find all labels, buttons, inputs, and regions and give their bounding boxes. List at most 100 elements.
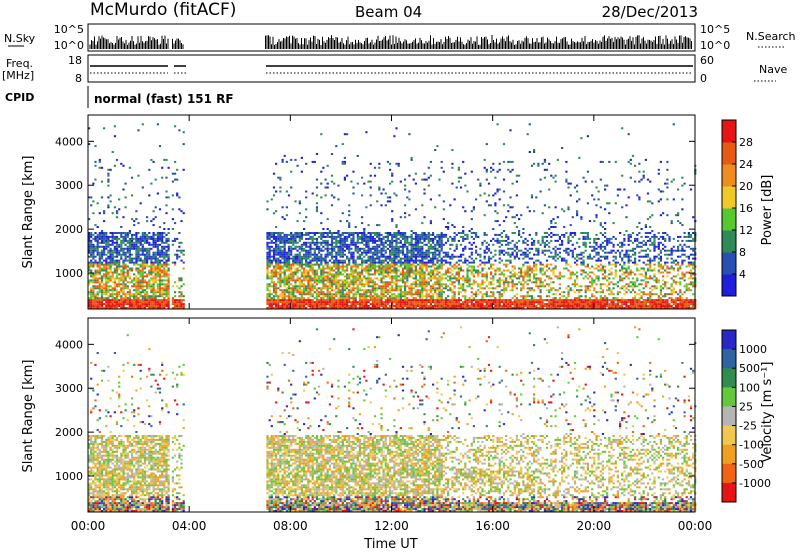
scatter-cell	[419, 285, 422, 288]
scatter-cell	[320, 182, 323, 185]
scatter-cell	[408, 303, 411, 306]
scatter-cell	[367, 269, 370, 272]
scatter-cell	[425, 178, 428, 181]
scatter-cell	[96, 307, 99, 309]
scatter-cell	[272, 297, 276, 300]
scatter-cell	[389, 299, 392, 302]
scatter-cell	[335, 251, 338, 254]
scatter-cell	[432, 247, 435, 250]
scatter-cell	[421, 281, 424, 284]
scatter-cell	[348, 281, 351, 284]
scatter-cell	[128, 257, 131, 260]
scatter-cell	[391, 265, 394, 268]
scatter-cell	[90, 233, 93, 236]
scatter-cell	[451, 243, 454, 246]
scatter-cell	[404, 283, 407, 286]
scatter-cell	[300, 255, 303, 258]
scatter-cell	[401, 291, 405, 294]
scatter-cell	[150, 257, 153, 260]
scatter-cell	[352, 241, 355, 244]
scatter-cell	[367, 257, 370, 260]
scatter-cell	[303, 243, 306, 246]
scatter-cell	[477, 275, 480, 278]
scatter-cell	[479, 307, 482, 309]
scatter-cell	[380, 261, 383, 264]
scatter-cell	[341, 247, 344, 250]
scatter-cell	[373, 285, 377, 288]
scatter-cell	[128, 245, 131, 248]
scatter-cell	[105, 245, 108, 248]
scatter-cell	[113, 135, 116, 138]
scatter-cell	[115, 241, 119, 244]
scatter-cell	[315, 239, 319, 242]
scatter-cell	[444, 283, 448, 286]
scatter-cell	[328, 287, 331, 290]
scatter-cell	[161, 271, 164, 274]
scatter-cell	[178, 208, 181, 211]
scatter-cell	[90, 303, 93, 306]
scatter-cell	[98, 291, 101, 294]
scatter-cell	[270, 293, 273, 296]
scatter-cell	[339, 253, 342, 256]
scatter-cell	[399, 285, 402, 288]
scatter-cell	[165, 265, 168, 268]
scatter-cell	[416, 243, 420, 246]
scatter-cell	[389, 241, 392, 244]
scatter-cell	[436, 257, 439, 260]
scatter-cell	[296, 303, 299, 306]
scatter-cell	[440, 243, 443, 246]
scatter-cell	[466, 305, 469, 307]
scatter-cell	[90, 297, 93, 300]
scatter-cell	[363, 239, 366, 242]
scatter-cell	[447, 301, 450, 304]
scatter-cell	[440, 249, 443, 252]
scatter-cell	[459, 253, 463, 256]
scatter-cell	[339, 285, 342, 288]
scatter-cell	[472, 275, 475, 278]
scatter-cell	[395, 271, 398, 274]
scatter-cell	[300, 293, 303, 296]
scatter-cell	[311, 301, 314, 304]
scatter-cell	[88, 143, 91, 146]
scatter-cell	[391, 180, 394, 183]
scatter-cell	[150, 182, 153, 185]
scatter-cell	[141, 289, 144, 292]
scatter-cell	[496, 305, 499, 307]
scatter-cell	[268, 283, 271, 286]
scatter-cell	[131, 235, 134, 238]
scatter-cell	[330, 297, 334, 300]
scatter-cell	[133, 285, 136, 288]
scatter-cell	[279, 289, 282, 292]
scatter-cell	[122, 237, 125, 240]
scatter-cell	[318, 303, 321, 306]
scatter-cell	[399, 297, 402, 300]
scatter-cell	[270, 241, 273, 244]
scatter-cell	[122, 291, 125, 294]
scatter-cell	[337, 293, 340, 296]
scatter-cell	[419, 255, 422, 258]
scatter-cell	[391, 301, 394, 304]
scatter-cell	[440, 166, 443, 169]
scatter-cell	[404, 273, 407, 276]
scatter-cell	[122, 263, 125, 266]
scatter-cell	[464, 257, 467, 260]
scatter-cell	[429, 299, 432, 302]
scatter-cell	[414, 303, 417, 306]
scatter-cell	[320, 299, 323, 302]
scatter-cell	[285, 279, 288, 282]
scatter-cell	[367, 232, 370, 234]
scatter-cell	[158, 259, 162, 262]
scatter-cell	[365, 233, 368, 236]
scatter-cell	[414, 301, 417, 304]
scatter-cell	[270, 305, 273, 307]
scatter-cell	[423, 253, 426, 256]
scatter-cell	[326, 218, 329, 221]
scatter-cell	[133, 273, 136, 276]
scatter-cell	[122, 251, 125, 254]
scatter-cell	[432, 257, 435, 260]
scatter-cell	[98, 269, 101, 272]
scatter-cell	[94, 287, 97, 290]
scatter-cell	[275, 241, 278, 244]
scatter-cell	[100, 261, 104, 264]
scatter-cell	[425, 273, 428, 276]
